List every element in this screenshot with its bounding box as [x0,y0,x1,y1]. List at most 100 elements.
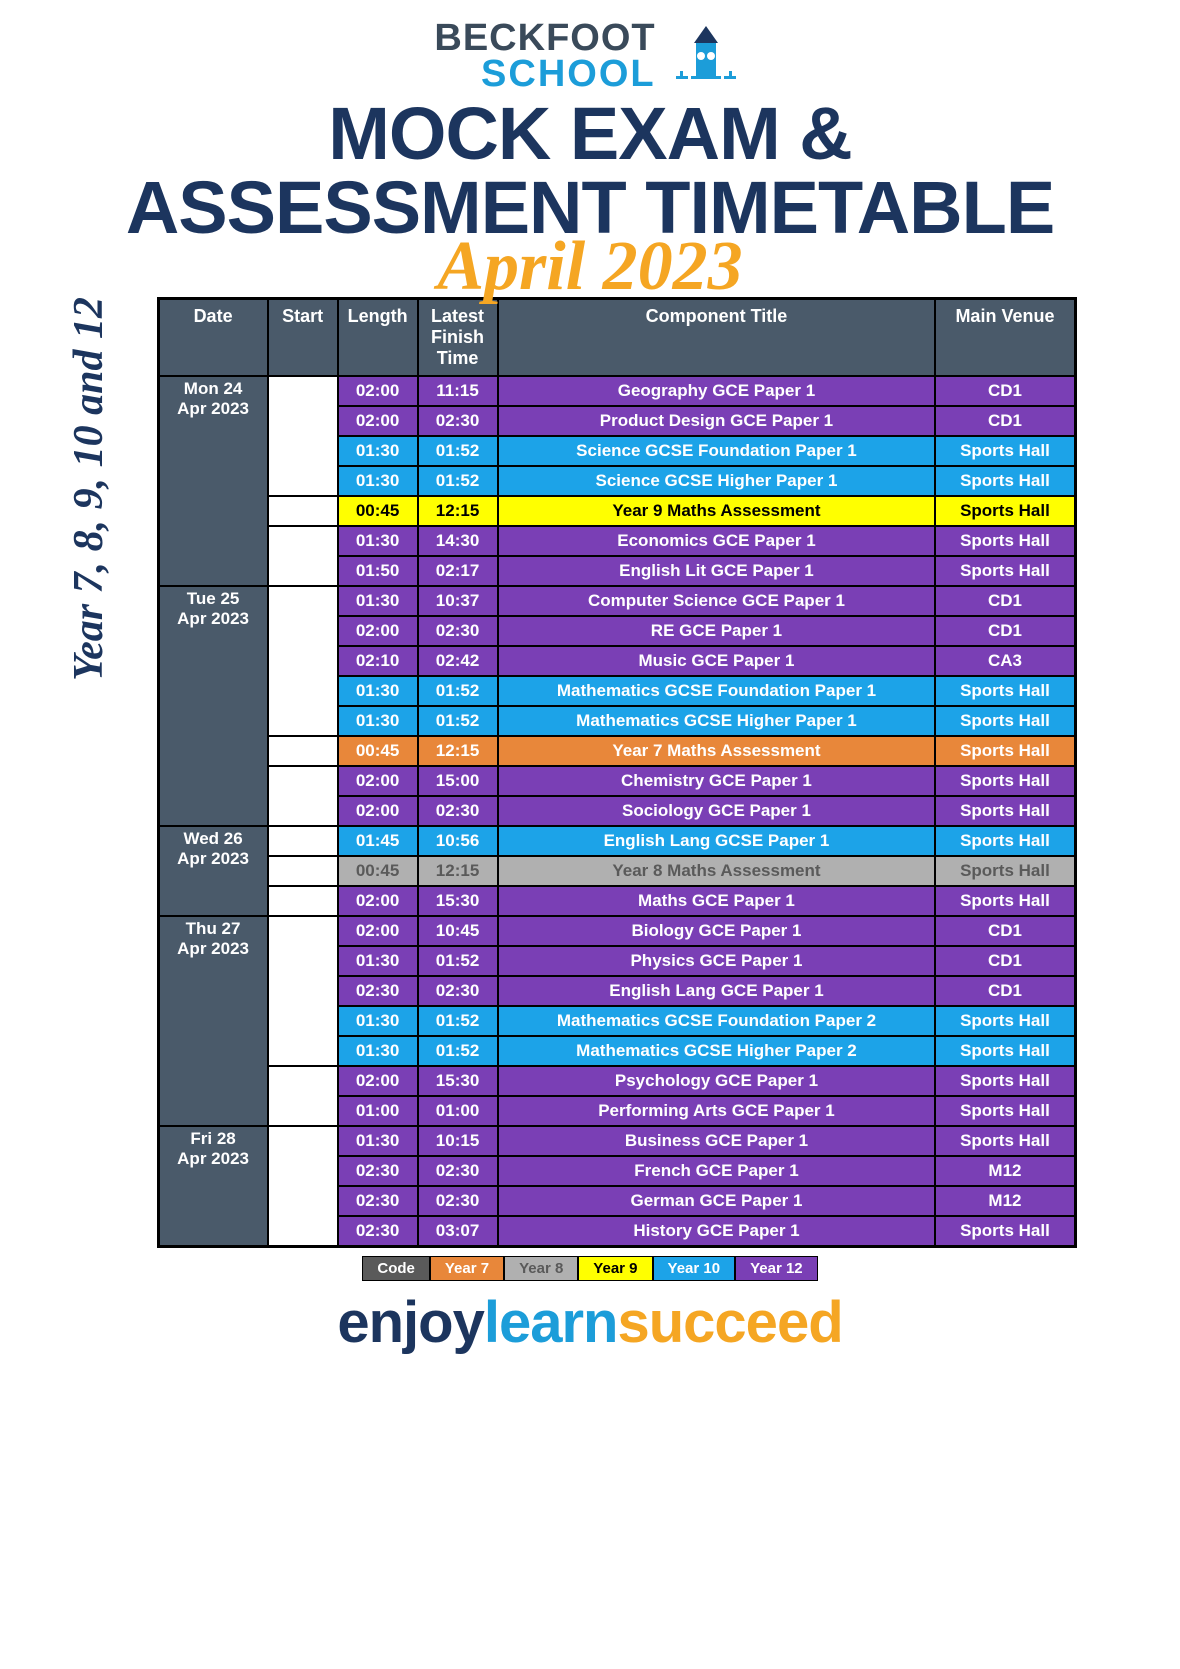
component-cell: Computer Science GCE Paper 1 [498,586,936,616]
finish-cell: 12:15 [418,736,498,766]
start-cell: 08:45 [268,586,338,736]
length-cell: 01:30 [338,436,418,466]
component-cell: Chemistry GCE Paper 1 [498,766,936,796]
length-cell: 01:30 [338,1036,418,1066]
length-cell: 02:00 [338,916,418,946]
title-line1: MOCK EXAM & [60,97,1120,171]
legend-code: Code [362,1256,430,1281]
length-cell: 02:30 [338,1156,418,1186]
content: Year 7, 8, 9, 10 and 12 DateStartLengthL… [60,297,1120,1248]
start-cell: 08:45 [268,826,338,856]
component-cell: Mathematics GCSE Higher Paper 1 [498,706,936,736]
length-cell: 02:00 [338,616,418,646]
venue-cell: Sports Hall [935,796,1075,826]
component-cell: English Lang GCE Paper 1 [498,976,936,1006]
component-cell: Music GCE Paper 1 [498,646,936,676]
component-cell: Business GCE Paper 1 [498,1126,936,1156]
length-cell: 00:45 [338,496,418,526]
start-cell: 13:00 [268,526,338,586]
school-name: BECKFOOT SCHOOL [434,20,655,92]
venue-cell: CD1 [935,976,1075,1006]
slogan-enjoy: enjoy [337,1290,484,1355]
finish-cell: 02:17 [418,556,498,586]
finish-cell: 02:30 [418,976,498,1006]
venue-cell: Sports Hall [935,736,1075,766]
component-cell: History GCE Paper 1 [498,1216,936,1246]
slogan-succeed: succeed [617,1290,842,1355]
length-cell: 02:00 [338,766,418,796]
venue-cell: Sports Hall [935,526,1075,556]
venue-cell: Sports Hall [935,1036,1075,1066]
finish-cell: 02:30 [418,616,498,646]
venue-cell: Sports Hall [935,1006,1075,1036]
component-cell: Mathematics GCSE Foundation Paper 1 [498,676,936,706]
length-cell: 01:30 [338,946,418,976]
finish-cell: 01:52 [418,1036,498,1066]
col-header: Component Title [498,299,936,377]
component-cell: Physics GCE Paper 1 [498,946,936,976]
col-header: Length [338,299,418,377]
finish-cell: 01:52 [418,436,498,466]
venue-cell: Sports Hall [935,1216,1075,1246]
date-cell: Tue 25Apr 2023 [158,586,268,826]
length-cell: 02:30 [338,1186,418,1216]
venue-cell: CD1 [935,616,1075,646]
component-cell: Product Design GCE Paper 1 [498,406,936,436]
component-cell: Biology GCE Paper 1 [498,916,936,946]
start-cell: 08:45 [268,916,338,1066]
start-cell: 13:00 [268,766,338,826]
venue-cell: Sports Hall [935,436,1075,466]
finish-cell: 11:15 [418,376,498,406]
table-body: Mon 24Apr 202308:4502:0011:15Geography G… [158,376,1075,1246]
length-cell: 02:00 [338,376,418,406]
legend-item: Year 7 [430,1256,504,1281]
finish-cell: 15:30 [418,1066,498,1096]
component-cell: English Lit GCE Paper 1 [498,556,936,586]
venue-cell: Sports Hall [935,466,1075,496]
component-cell: Sociology GCE Paper 1 [498,796,936,826]
finish-cell: 10:45 [418,916,498,946]
timetable: DateStartLengthLatestFinishTimeComponent… [157,297,1077,1248]
side-label: Year 7, 8, 9, 10 and 12 [60,297,113,761]
component-cell: Mathematics GCSE Higher Paper 2 [498,1036,936,1066]
venue-cell: Sports Hall [935,1066,1075,1096]
component-cell: RE GCE Paper 1 [498,616,936,646]
length-cell: 00:45 [338,736,418,766]
length-cell: 01:30 [338,586,418,616]
col-header: LatestFinishTime [418,299,498,377]
length-cell: 01:50 [338,556,418,586]
length-cell: 01:30 [338,706,418,736]
length-cell: 02:00 [338,886,418,916]
finish-cell: 02:42 [418,646,498,676]
venue-cell: M12 [935,1186,1075,1216]
clocktower-icon [666,21,746,91]
venue-cell: Sports Hall [935,676,1075,706]
date-cell: Wed 26Apr 2023 [158,826,268,916]
venue-cell: M12 [935,1156,1075,1186]
table-row: Thu 27Apr 202308:4502:0010:45Biology GCE… [158,916,1075,946]
col-header: Date [158,299,268,377]
venue-cell: CD1 [935,406,1075,436]
table-row: 13:0002:0015:30Maths GCE Paper 1Sports H… [158,886,1075,916]
venue-cell: CD1 [935,376,1075,406]
legend: CodeYear 7Year 8Year 9Year 10Year 12 [60,1256,1120,1281]
finish-cell: 02:30 [418,406,498,436]
component-cell: Science GCSE Higher Paper 1 [498,466,936,496]
length-cell: 02:30 [338,1216,418,1246]
table-row: 11:3000:4512:15Year 9 Maths AssessmentSp… [158,496,1075,526]
start-cell: 08:45 [268,1126,338,1246]
component-cell: Performing Arts GCE Paper 1 [498,1096,936,1126]
length-cell: 01:30 [338,466,418,496]
start-cell: 11:30 [268,736,338,766]
legend-item: Year 8 [504,1256,578,1281]
component-cell: Economics GCE Paper 1 [498,526,936,556]
school-line2: SCHOOL [481,56,656,92]
finish-cell: 10:15 [418,1126,498,1156]
venue-cell: Sports Hall [935,706,1075,736]
header: BECKFOOT SCHOOL MOCK EXAM & ASSESSMENT T… [60,20,1120,307]
length-cell: 01:30 [338,526,418,556]
finish-cell: 01:52 [418,1006,498,1036]
component-cell: Year 9 Maths Assessment [498,496,936,526]
school-logo: BECKFOOT SCHOOL [60,20,1120,92]
table-row: 11:3000:4512:15Year 7 Maths AssessmentSp… [158,736,1075,766]
